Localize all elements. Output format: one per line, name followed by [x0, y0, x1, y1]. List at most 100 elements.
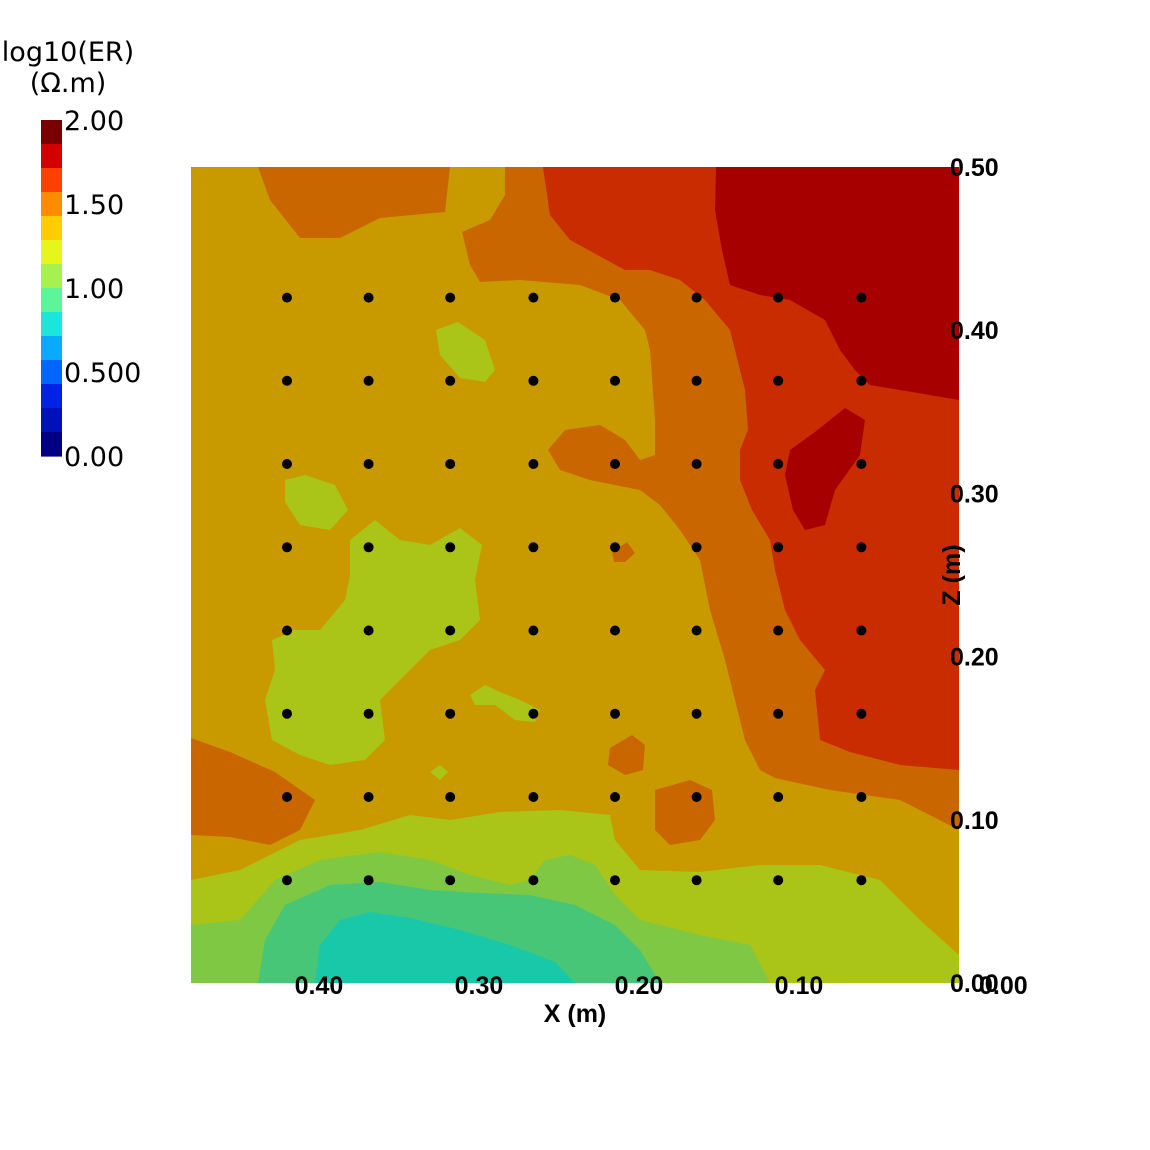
x-tick-label: 0.40 — [295, 972, 344, 1000]
colorbar-swatch — [41, 432, 62, 457]
electrode-marker — [528, 875, 539, 886]
electrode-marker — [856, 708, 867, 719]
electrode-marker — [773, 792, 784, 802]
electrode-marker — [363, 375, 374, 386]
contour-level-2-0 — [715, 167, 959, 400]
electrode-marker — [282, 375, 292, 386]
z-axis-label: Z (m) — [938, 544, 966, 605]
colorbar-swatch — [41, 336, 62, 361]
contour-level-1-1 — [470, 685, 540, 722]
electrode-marker — [363, 292, 374, 303]
contour-level-1-1 — [265, 520, 482, 765]
electrode-marker — [445, 875, 456, 886]
electrode-marker — [445, 542, 456, 553]
electrode-marker — [856, 542, 867, 553]
electrode-marker — [528, 542, 539, 553]
electrode-marker — [610, 292, 620, 303]
electrode-marker — [528, 292, 539, 303]
x-tick-label: 0.20 — [615, 972, 664, 1000]
colorbar-swatches — [41, 120, 62, 457]
colorbar-swatch — [41, 168, 62, 193]
electrode-marker — [282, 292, 292, 303]
colorbar-swatch — [41, 144, 62, 169]
electrode-marker — [282, 792, 292, 802]
x-tick-label: 0.00 — [979, 972, 1028, 1000]
electrode-marker — [610, 459, 620, 469]
electrode-marker — [610, 792, 620, 802]
contour-level-1-5 — [191, 738, 315, 845]
electrode-marker — [445, 292, 456, 303]
colorbar-swatch — [41, 288, 62, 313]
colorbar-swatch — [41, 408, 62, 433]
z-axis-tick-labels: 0.00 0.10 0.20 0.30 0.40 0.50 — [950, 154, 999, 998]
electrode-marker — [282, 708, 292, 719]
electrode-marker — [856, 792, 867, 802]
electrode-marker — [363, 542, 374, 553]
electrode-marker — [691, 542, 702, 553]
colorbar-tick-label: 0.500 — [64, 358, 141, 389]
electrode-marker — [282, 625, 292, 636]
electrode-marker — [528, 625, 539, 636]
contour-level-1-5 — [608, 735, 645, 775]
x-tick-label: 0.10 — [775, 972, 824, 1000]
electrode-marker — [282, 459, 292, 469]
electrode-marker — [691, 292, 702, 303]
contour-level-1-5 — [258, 167, 450, 238]
electrode-marker — [691, 875, 702, 886]
electrode-marker — [610, 542, 620, 553]
colorbar-tick-label: 1.50 — [64, 190, 124, 221]
colorbar-swatch — [41, 192, 62, 217]
electrode-marker — [610, 708, 620, 719]
electrode-marker — [282, 542, 292, 553]
electrode-marker — [856, 375, 867, 386]
contour-level-2-0 — [785, 408, 865, 530]
colorbar-swatch — [41, 312, 62, 337]
electrode-marker — [363, 459, 374, 469]
electrode-marker — [445, 459, 456, 469]
electrode-marker — [610, 625, 620, 636]
electrode-marker — [363, 708, 374, 719]
electrode-marker — [856, 625, 867, 636]
contour-level-1-1 — [430, 765, 448, 780]
z-tick-label: 0.30 — [950, 480, 999, 508]
electrode-marker — [856, 875, 867, 886]
z-tick-label: 0.10 — [950, 807, 999, 835]
x-tick-label: 0.30 — [455, 972, 504, 1000]
colorbar-swatch — [41, 264, 62, 289]
electrode-marker — [773, 625, 784, 636]
electrode-marker — [363, 875, 374, 886]
colorbar-swatch — [41, 216, 62, 241]
electrode-marker — [691, 459, 702, 469]
electrode-marker — [445, 792, 456, 802]
electrode-marker — [528, 459, 539, 469]
electrode-marker — [691, 375, 702, 386]
electrode-marker — [856, 292, 867, 303]
electrode-marker — [773, 375, 784, 386]
contour-level-1-1 — [285, 475, 348, 530]
electrode-marker — [282, 875, 292, 886]
contour-level-1-1 — [436, 322, 495, 382]
contour-level-1-5 — [612, 542, 635, 562]
z-tick-label: 0.00 — [950, 970, 999, 998]
electrode-marker — [363, 792, 374, 802]
electrode-marker — [691, 625, 702, 636]
electrode-marker — [445, 375, 456, 386]
electrode-marker — [363, 625, 374, 636]
electrode-marker — [691, 792, 702, 802]
electrode-marker — [773, 875, 784, 886]
colorbar-title-line1: log10(ER) — [2, 37, 134, 68]
electrode-marker — [528, 375, 539, 386]
colorbar-tick-label: 2.00 — [64, 106, 124, 137]
electrode-marker — [445, 625, 456, 636]
colorbar-swatch — [41, 384, 62, 409]
colorbar-swatch — [41, 120, 62, 145]
electrode-marker — [773, 542, 784, 553]
colorbar-title-line2: (Ω.m) — [30, 68, 107, 99]
colorbar-tick-labels: 2.00 1.50 1.00 0.500 0.00 — [64, 106, 141, 473]
colorbar: log10(ER) (Ω.m) 2.00 1.50 1.00 0.500 0.00 — [2, 37, 142, 473]
electrode-marker — [528, 792, 539, 802]
electrode-marker — [445, 708, 456, 719]
colorbar-swatch — [41, 360, 62, 385]
electrode-marker — [773, 708, 784, 719]
